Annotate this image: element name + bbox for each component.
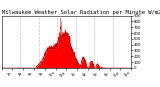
Text: Milwaukee Weather Solar Radiation per Minute W/m2 (Last 24 Hours): Milwaukee Weather Solar Radiation per Mi… (2, 10, 160, 15)
